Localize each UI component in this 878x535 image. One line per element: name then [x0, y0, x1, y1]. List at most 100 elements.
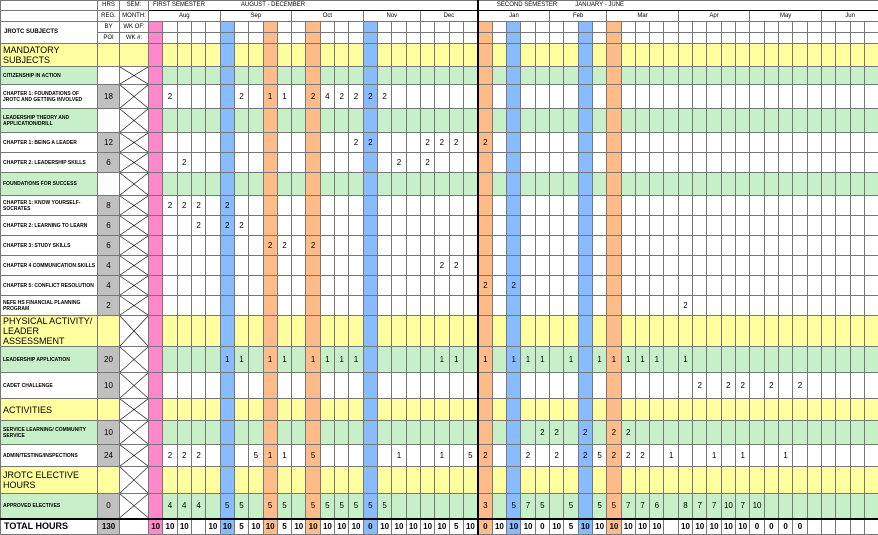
week-cell [564, 236, 578, 256]
week-cell [736, 316, 750, 347]
week-cell [678, 153, 692, 173]
week-header-cell [463, 22, 478, 33]
week-cell [707, 467, 721, 494]
week-cell [578, 196, 592, 216]
week-cell [664, 276, 678, 296]
week-header-cell [793, 22, 807, 33]
week-cell [277, 153, 291, 173]
week-cell: 2 [420, 153, 434, 173]
week-header-cell [378, 33, 392, 44]
week-cell [721, 347, 735, 373]
week-cell [378, 44, 392, 67]
week-cell [635, 316, 649, 347]
week-cell [507, 256, 521, 276]
week-cell [750, 467, 764, 494]
week-cell [864, 347, 878, 373]
week-cell [678, 399, 692, 421]
week-header-cell [220, 33, 234, 44]
week-cell [149, 494, 163, 519]
week-cell [764, 109, 778, 133]
week-cell [678, 445, 692, 467]
week-header-cell [736, 22, 750, 33]
week-cell [306, 109, 320, 133]
week-cell [864, 399, 878, 421]
week-cell: 10 [721, 494, 735, 519]
week-cell [492, 67, 506, 85]
week-cell [478, 316, 492, 347]
week-cell [678, 196, 692, 216]
week-cell [306, 316, 320, 347]
week-cell [750, 153, 764, 173]
week-cell [149, 109, 163, 133]
week-cell [864, 316, 878, 347]
week-cell [578, 85, 592, 109]
week-cell [850, 467, 864, 494]
week-cell [764, 44, 778, 67]
week-cell [349, 467, 363, 494]
week-cell [664, 494, 678, 519]
week-cell [678, 316, 692, 347]
week-cell [836, 494, 850, 519]
week-header-cell [249, 22, 263, 33]
week-cell: 1 [592, 347, 606, 373]
week-cell [449, 276, 463, 296]
week-cell [750, 373, 764, 399]
week-cell [693, 347, 707, 373]
sem-header-label: WK #: [120, 33, 149, 44]
week-cell [592, 133, 606, 153]
month-header-apr: Apr [678, 11, 750, 22]
week-cell [707, 133, 721, 153]
week-cell: 2 [535, 421, 549, 445]
week-cell [507, 399, 521, 421]
week-cell [836, 399, 850, 421]
week-cell [292, 467, 306, 494]
week-cell [191, 173, 205, 196]
week-cell [707, 276, 721, 296]
week-cell [578, 494, 592, 519]
week-cell [392, 399, 406, 421]
week-cell [607, 67, 621, 85]
week-cell [363, 196, 377, 216]
week-cell [836, 373, 850, 399]
week-cell: 5 [607, 494, 621, 519]
week-cell [764, 256, 778, 276]
week-cell [478, 109, 492, 133]
week-cell [549, 109, 563, 133]
week-cell: 2 [507, 276, 521, 296]
week-cell [864, 445, 878, 467]
week-cell [406, 133, 420, 153]
week-cell [277, 421, 291, 445]
week-cell [549, 494, 563, 519]
week-cell [163, 44, 177, 67]
month-header-nov: Nov [363, 11, 420, 22]
week-cell [478, 256, 492, 276]
week-cell [363, 109, 377, 133]
week-cell [292, 44, 306, 67]
week-cell [678, 173, 692, 196]
week-cell [678, 373, 692, 399]
week-cell [492, 316, 506, 347]
week-cell [335, 153, 349, 173]
hours-cell: 4 [98, 276, 120, 296]
week-cell [793, 109, 807, 133]
week-cell: 2 [578, 421, 592, 445]
week-cell [821, 67, 835, 85]
week-cell [693, 296, 707, 316]
week-cell [478, 216, 492, 236]
week-cell [778, 494, 792, 519]
week-cell [836, 153, 850, 173]
month-header-feb: Feb [549, 11, 606, 22]
week-cell [850, 316, 864, 347]
week-cell [220, 153, 234, 173]
week-cell [721, 133, 735, 153]
week-header-cell [363, 33, 377, 44]
week-cell [435, 216, 449, 236]
week-cell [220, 109, 234, 133]
week-cell: 1 [449, 347, 463, 373]
week-cell: 2 [191, 196, 205, 216]
week-cell [463, 133, 478, 153]
week-cell: 2 [621, 445, 635, 467]
week-cell [778, 276, 792, 296]
week-cell [149, 421, 163, 445]
week-cell [592, 216, 606, 236]
